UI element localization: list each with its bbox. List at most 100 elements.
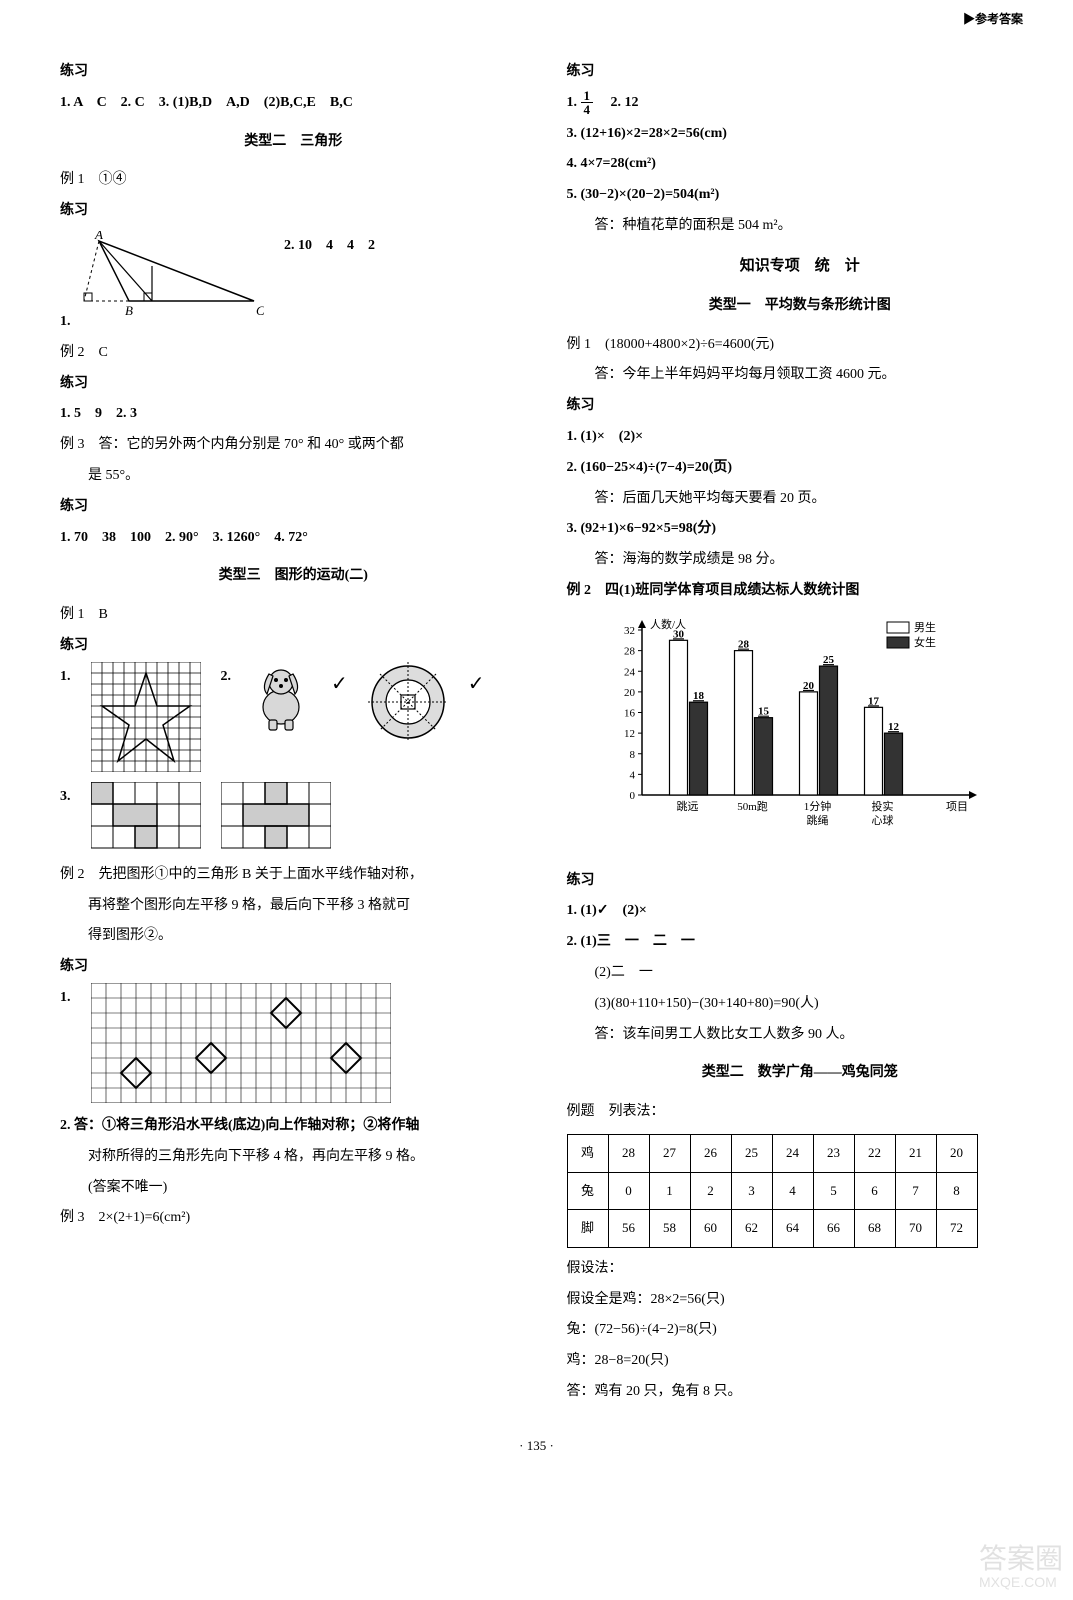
text: 练习	[567, 391, 1034, 422]
text: 1. A C 2. C 3. (1)B,D A,D (2)B,C,E B,C	[60, 88, 527, 119]
text: 练习	[60, 631, 527, 662]
right-column: 练习 1. 1 4 2. 12 3. (12+16)×2=28×2=56(cm)…	[567, 57, 1034, 1408]
section-title: 类型三 图形的运动(二)	[60, 561, 527, 592]
text: 答：该车间男工人数比女工人数多 90 人。	[567, 1020, 1034, 1051]
table-cell: 24	[772, 1134, 813, 1172]
table-cell: 23	[813, 1134, 854, 1172]
chicken-rabbit-table: 鸡282726252423222120兔012345678脚5658606264…	[567, 1134, 978, 1248]
svg-text:24: 24	[624, 666, 636, 678]
table-cell: 20	[936, 1134, 977, 1172]
text: 例 2 四(1)班同学体育项目成绩达标人数统计图	[567, 576, 1034, 607]
table-cell: 62	[731, 1210, 772, 1248]
text: 答：海海的数学成绩是 98 分。	[567, 545, 1034, 576]
text: (3)(80+110+150)−(30+140+80)=90(人)	[567, 989, 1034, 1020]
grid-shape-b	[221, 782, 331, 852]
text: 练习	[60, 196, 527, 227]
text: 假设法：	[567, 1254, 1034, 1285]
check-icon: ✓	[468, 662, 485, 706]
text: 对称所得的三角形先向下平移 4 格，再向左平移 9 格。	[60, 1142, 527, 1173]
table-cell: 4	[772, 1172, 813, 1210]
table-cell: 0	[608, 1172, 649, 1210]
table-cell: 60	[690, 1210, 731, 1248]
text: 答：鸡有 20 只，兔有 8 只。	[567, 1377, 1034, 1408]
svg-text:28: 28	[624, 645, 636, 657]
svg-text:项目: 项目	[946, 800, 968, 813]
svg-text:4: 4	[629, 769, 635, 781]
coin-icon	[368, 662, 448, 742]
table-cell: 28	[608, 1134, 649, 1172]
table-cell: 6	[854, 1172, 895, 1210]
label: 2.	[221, 662, 232, 693]
vertex-b: B	[125, 303, 133, 318]
table-cell: 22	[854, 1134, 895, 1172]
text: 5. (30−2)×(20−2)=504(m²)	[567, 180, 1034, 211]
text: 2. (1)三 一 二 一	[567, 927, 1034, 958]
section-title: 知识专项 统 计	[567, 250, 1034, 283]
grid-row-1: 1. 2.	[60, 662, 527, 772]
text: 练习	[60, 952, 527, 983]
svg-text:跳远: 跳远	[676, 799, 698, 813]
table-cell: 7	[895, 1172, 936, 1210]
svg-text:0: 0	[629, 790, 635, 802]
page: 练习 1. A C 2. C 3. (1)B,D A,D (2)B,C,E B,…	[0, 27, 1073, 1428]
text: 例 2 先把图形①中的三角形 B 关于上面水平线作轴对称，	[60, 860, 527, 891]
table-cell: 5	[813, 1172, 854, 1210]
label: 2. 12	[597, 95, 639, 110]
table-cell: 68	[854, 1210, 895, 1248]
svg-text:18: 18	[693, 690, 705, 702]
text: 假设全是鸡：28×2=56(只)	[567, 1285, 1034, 1316]
table-cell: 70	[895, 1210, 936, 1248]
text: 练习	[60, 369, 527, 400]
table-cell: 兔	[567, 1172, 608, 1210]
svg-text:女生: 女生	[914, 635, 936, 649]
grid-star-icon	[91, 662, 201, 772]
text: 得到图形②。	[60, 921, 527, 952]
section-title: 类型一 平均数与条形统计图	[567, 291, 1034, 322]
watermark-line1: 答案圈	[979, 1544, 1063, 1575]
svg-text:心球: 心球	[871, 813, 893, 827]
table-row: 鸡282726252423222120	[567, 1134, 977, 1172]
text: 再将整个图形向左平移 9 格，最后向下平移 3 格就可	[60, 891, 527, 922]
label: 1.	[567, 95, 578, 110]
svg-text:20: 20	[624, 687, 636, 699]
table-cell: 鸡	[567, 1134, 608, 1172]
q-label: 1. A B C	[60, 227, 264, 338]
watermark: 答案圈 MXQE.COM	[979, 1544, 1063, 1590]
svg-text:投实: 投实	[871, 799, 893, 813]
label: 3.	[60, 782, 71, 813]
table-cell: 56	[608, 1210, 649, 1248]
bar-chart-svg: 048121620242832人数/人男生女生3018跳远281550m跑202…	[597, 615, 977, 845]
svg-text:12: 12	[624, 728, 635, 740]
text: 例 1 B	[60, 600, 527, 631]
table-cell: 2	[690, 1172, 731, 1210]
svg-text:50m跑: 50m跑	[737, 799, 768, 813]
table-cell: 3	[731, 1172, 772, 1210]
text: 练习	[567, 57, 1034, 88]
grid-shape-a	[91, 782, 201, 852]
text: 例 2 C	[60, 338, 527, 369]
dog-icon	[251, 662, 311, 732]
text: 答：今年上半年妈妈平均每月领取工资 4600 元。	[567, 360, 1034, 391]
text: 练习	[60, 57, 527, 88]
text: 2. 答：①将三角形沿水平线(底边)向上作轴对称；②将作轴	[60, 1111, 527, 1142]
text: 1. 70 38 100 2. 90° 3. 1260° 4. 72°	[60, 523, 527, 554]
text: 2. (160−25×4)÷(7−4)=20(页)	[567, 453, 1034, 484]
text: 1. (1)✓ (2)×	[567, 896, 1034, 927]
vertex-c: C	[256, 303, 264, 318]
table-cell: 27	[649, 1134, 690, 1172]
text: 练习	[60, 492, 527, 523]
text: 例 1 (18000+4800×2)÷6=4600(元)	[567, 330, 1034, 361]
svg-text:12: 12	[888, 721, 900, 733]
text: 1. (1)× (2)×	[567, 422, 1034, 453]
svg-text:1分钟: 1分钟	[803, 799, 831, 813]
svg-text:17: 17	[868, 695, 880, 707]
numerator: 1	[581, 89, 594, 103]
left-column: 练习 1. A C 2. C 3. (1)B,D A,D (2)B,C,E B,…	[60, 57, 527, 1408]
text: 答：种植花草的面积是 504 m²。	[567, 211, 1034, 242]
vertex-a: A	[94, 231, 103, 242]
text: 例 1 ①④	[60, 165, 527, 196]
text: 1. 5 9 2. 3	[60, 399, 527, 430]
text: 兔：(72−56)÷(4−2)=8(只)	[567, 1315, 1034, 1346]
svg-text:跳绳: 跳绳	[806, 813, 828, 827]
table-cell: 58	[649, 1210, 690, 1248]
